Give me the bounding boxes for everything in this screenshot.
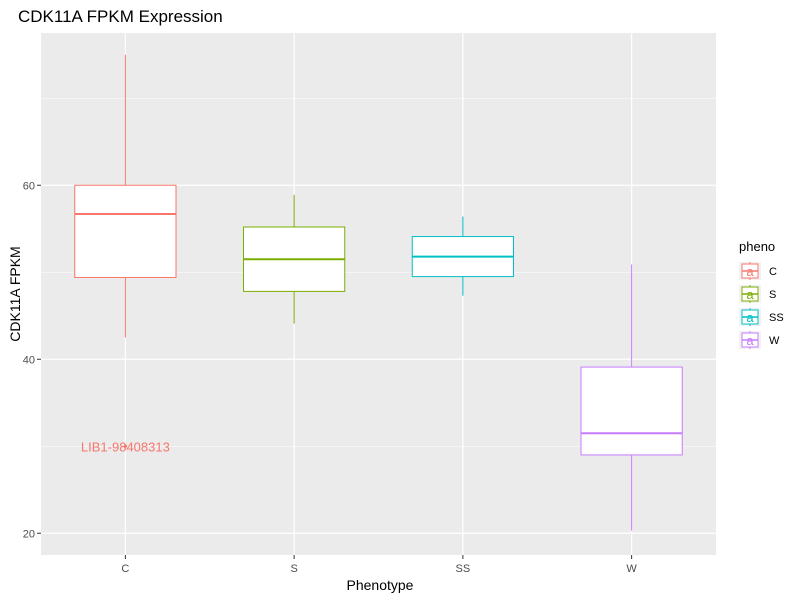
legend-label: C	[769, 266, 777, 278]
x-tick-label: W	[626, 563, 637, 575]
outlier-point	[123, 444, 127, 448]
box-C	[74, 54, 177, 338]
y-tick-label: 60	[23, 180, 35, 192]
legend-key-glyph: a	[746, 333, 754, 348]
legend-key-glyph: a	[746, 310, 754, 325]
legend-label: S	[769, 289, 776, 301]
legend-label: W	[769, 335, 780, 347]
legend-key-glyph: a	[746, 287, 754, 302]
x-axis: C S SS W	[121, 555, 637, 575]
x-axis-title: Phenotype	[347, 577, 414, 593]
chart-title: CDK11A FPKM Expression	[18, 7, 223, 26]
legend-key-glyph: a	[746, 264, 754, 279]
x-tick-label: S	[290, 563, 297, 575]
boxes	[74, 54, 683, 531]
legend-title: pheno	[739, 239, 775, 254]
outlier-label: LIB1-98408313	[81, 439, 170, 454]
box-S	[243, 194, 346, 324]
y-axis: 20 40 60	[23, 180, 41, 540]
box-SS	[411, 216, 514, 296]
y-axis-title: CDK11A FPKM	[7, 246, 23, 341]
box-body	[74, 184, 177, 278]
box-body	[580, 366, 683, 456]
box-W	[580, 264, 683, 531]
y-tick-label: 20	[23, 528, 35, 540]
plot-panel	[41, 33, 716, 555]
x-tick-label: C	[121, 563, 129, 575]
legend-label: SS	[769, 312, 784, 324]
x-tick-label: SS	[456, 563, 471, 575]
legend-item-SS: a SS	[739, 308, 784, 326]
legend: pheno a Ca Sa SSa W	[739, 239, 784, 349]
y-tick-label: 40	[23, 354, 35, 366]
outliers: LIB1-98408313	[81, 439, 170, 454]
